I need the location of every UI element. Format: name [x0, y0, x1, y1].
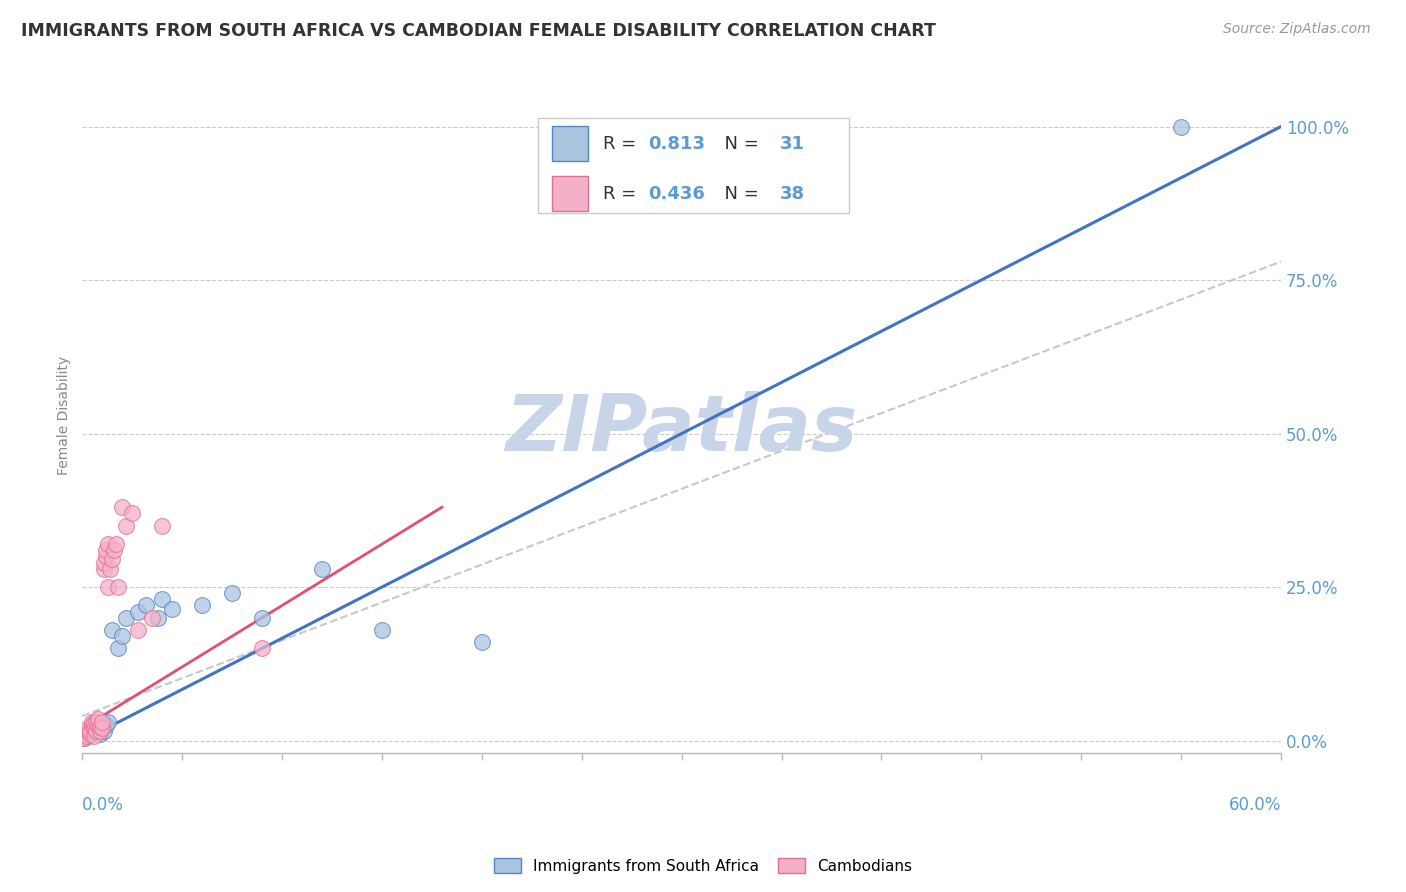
Point: [107, 641, 129, 656]
Point: [250, 641, 273, 656]
Point: [96, 543, 118, 558]
Point: [191, 599, 214, 613]
Point: [111, 500, 134, 515]
FancyBboxPatch shape: [553, 126, 588, 161]
Point: [311, 561, 333, 575]
Point: [82, 715, 104, 730]
Point: [93, 724, 115, 739]
Point: [79, 724, 101, 739]
Point: [221, 586, 243, 600]
Point: [93, 561, 115, 575]
Point: [115, 611, 138, 625]
Point: [89, 727, 111, 741]
Legend: Immigrants from South Africa, Cambodians: Immigrants from South Africa, Cambodians: [488, 852, 918, 880]
Point: [371, 623, 394, 637]
Point: [97, 580, 120, 594]
Text: 0.0%: 0.0%: [83, 796, 124, 814]
Point: [93, 556, 115, 570]
Point: [107, 580, 129, 594]
Point: [84, 715, 107, 730]
Text: IMMIGRANTS FROM SOUTH AFRICA VS CAMBODIAN FEMALE DISABILITY CORRELATION CHART: IMMIGRANTS FROM SOUTH AFRICA VS CAMBODIA…: [21, 22, 936, 40]
Point: [83, 716, 105, 731]
Point: [77, 724, 100, 739]
Point: [89, 724, 111, 739]
Point: [79, 726, 101, 740]
Point: [115, 518, 138, 533]
Point: [141, 611, 163, 625]
Point: [127, 623, 149, 637]
Point: [96, 549, 118, 564]
Point: [83, 729, 105, 743]
Point: [160, 601, 183, 615]
Point: [96, 718, 118, 732]
Point: [87, 718, 110, 732]
FancyBboxPatch shape: [553, 176, 588, 211]
Point: [250, 611, 273, 625]
Text: 0.813: 0.813: [648, 135, 704, 153]
Text: ZIPatlas: ZIPatlas: [506, 391, 858, 467]
Point: [135, 599, 157, 613]
Point: [79, 727, 101, 741]
Point: [77, 724, 100, 739]
Point: [98, 561, 121, 575]
Point: [103, 543, 125, 558]
Point: [101, 623, 124, 637]
Point: [82, 723, 104, 737]
Point: [83, 721, 105, 735]
Point: [91, 715, 114, 730]
Y-axis label: Female Disability: Female Disability: [58, 356, 72, 475]
Text: R =: R =: [603, 185, 641, 202]
Point: [84, 724, 107, 739]
Point: [82, 721, 104, 735]
Point: [105, 537, 128, 551]
Point: [84, 724, 107, 739]
Point: [73, 731, 96, 745]
Point: [121, 507, 143, 521]
Point: [150, 592, 173, 607]
Text: 0.436: 0.436: [648, 185, 704, 202]
Point: [89, 720, 111, 734]
Point: [91, 721, 114, 735]
Point: [87, 712, 110, 726]
Point: [83, 720, 105, 734]
Point: [471, 635, 494, 649]
Point: [77, 729, 100, 743]
Point: [91, 721, 114, 735]
Point: [87, 718, 110, 732]
Point: [73, 731, 96, 745]
Point: [101, 552, 124, 566]
Text: 31: 31: [780, 135, 804, 153]
Text: Source: ZipAtlas.com: Source: ZipAtlas.com: [1223, 22, 1371, 37]
Point: [97, 537, 120, 551]
Text: R =: R =: [603, 135, 641, 153]
Text: N =: N =: [713, 185, 765, 202]
Point: [82, 718, 104, 732]
Point: [1170, 120, 1192, 134]
Point: [75, 727, 97, 741]
Point: [148, 611, 170, 625]
Point: [75, 729, 97, 743]
Point: [77, 721, 100, 735]
Text: N =: N =: [713, 135, 765, 153]
Text: 38: 38: [780, 185, 806, 202]
Point: [75, 727, 97, 741]
Text: 60.0%: 60.0%: [1229, 796, 1281, 814]
Point: [150, 518, 173, 533]
FancyBboxPatch shape: [537, 118, 849, 212]
Point: [127, 605, 149, 619]
Point: [111, 629, 134, 643]
Point: [97, 715, 120, 730]
